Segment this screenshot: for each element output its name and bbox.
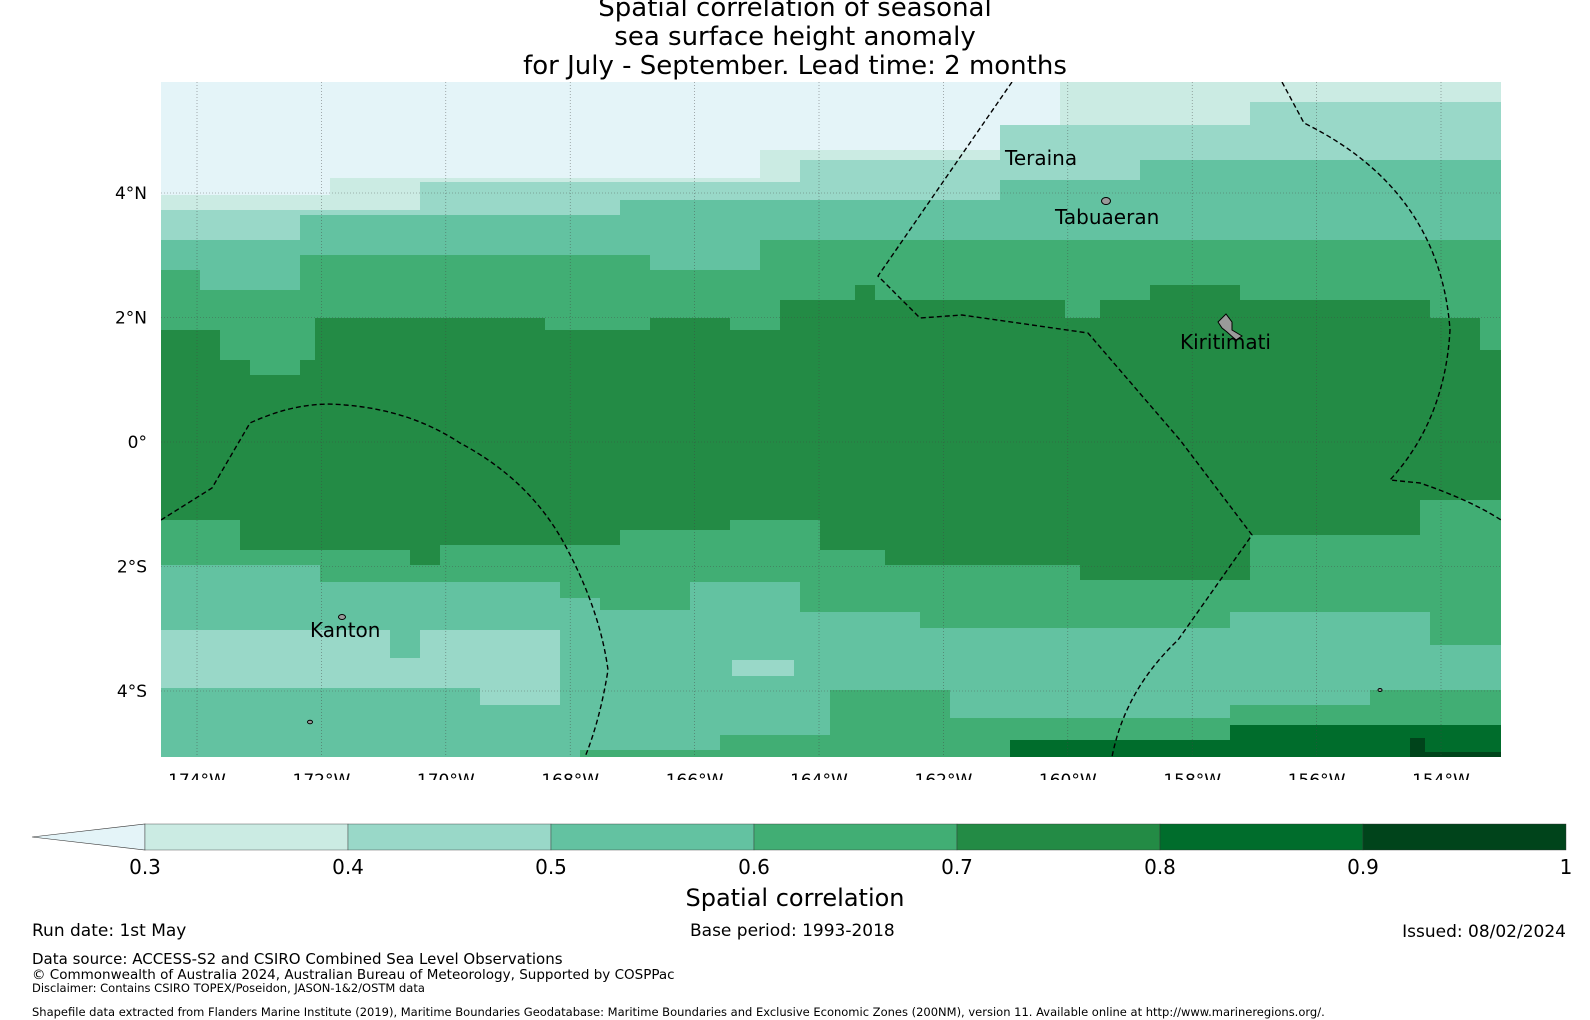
colorbar-tick-label: 0.4 [332, 855, 364, 879]
gridlines [161, 82, 1501, 757]
colorbar-segment [550, 823, 755, 851]
island-kanton [338, 614, 346, 620]
lon-tick-label: 154°W [1412, 771, 1470, 780]
issued-date: Issued: 08/02/2024 [1402, 922, 1566, 942]
title-line-1: Spatial correlation of seasonal [598, 0, 992, 23]
colorbar-tick-label: 0.8 [1144, 855, 1176, 879]
band-05-06-south [161, 565, 1501, 757]
shapefile-credit: Shapefile data extracted from Flanders M… [32, 1005, 1325, 1019]
island-tabuaeran [1101, 197, 1111, 205]
correlation-map: Teraina Tabuaeran Kiritimati Kanton 174°… [115, 82, 1501, 780]
place-label-tabuaeran: Tabuaeran [1054, 205, 1159, 229]
colorbar-tick-label: 0.6 [738, 855, 770, 879]
lat-tick-label: 2°S [117, 558, 147, 578]
lon-tick-label: 168°W [541, 771, 599, 780]
lon-tick-label: 160°W [1039, 771, 1097, 780]
lon-tick-label: 164°W [790, 771, 848, 780]
band-04-05-patch [732, 660, 794, 676]
place-labels: Teraina Tabuaeran Kiritimati Kanton [310, 146, 1271, 642]
chart-title: Spatial correlation of seasonal sea surf… [0, 0, 1590, 81]
colorbar-segment [1159, 823, 1364, 851]
title-line-2: sea surface height anomaly [614, 22, 976, 52]
base-period: Base period: 1993-2018 [690, 921, 895, 941]
colorbar-tick-label: 0.5 [535, 855, 567, 879]
colorbar-segments [31, 823, 1567, 851]
eez-boundaries [161, 82, 1501, 757]
lat-tick-label: 0° [128, 433, 147, 453]
disclaimer: Disclaimer: Contains CSIRO TOPEX/Poseido… [32, 981, 425, 995]
lon-tick-label: 174°W [168, 771, 226, 780]
colorbar-tick-label: 0.3 [129, 855, 161, 879]
colorbar-label: Spatial correlation [685, 884, 905, 912]
lon-tick-label: 156°W [1288, 771, 1346, 780]
lon-tick-label: 158°W [1163, 771, 1221, 780]
colorbar-extend-arrow [31, 823, 146, 851]
eez-line-kanton [161, 403, 609, 757]
colorbar-segment [956, 823, 1161, 851]
run-date: Run date: 1st May [32, 921, 187, 941]
band-09-10 [1410, 738, 1501, 757]
island-kiritimati [1217, 313, 1243, 341]
colorbar-segment [347, 823, 552, 851]
latitude-labels: 4°N 2°N 0° 2°S 4°S [115, 184, 147, 702]
eez-line-north [877, 82, 1253, 757]
colorbar-tick-label: 0.9 [1347, 855, 1379, 879]
eez-line-kiritimati [1281, 82, 1501, 521]
place-label-teraina: Teraina [1004, 146, 1077, 170]
longitude-labels: 174°W 172°W 170°W 168°W 166°W 164°W 162°W 160°W… [168, 771, 1470, 780]
place-label-kanton: Kanton [310, 618, 380, 642]
colorbar-ticks: 0.3 0.4 0.5 0.6 0.7 0.8 0.9 1 [129, 855, 1572, 879]
lon-tick-label: 166°W [666, 771, 724, 780]
band-08-09 [1010, 725, 1501, 757]
colorbar-segment [1362, 823, 1567, 851]
band-04-05-south [161, 630, 560, 705]
colorbar-segment [753, 823, 958, 851]
place-label-kiritimati: Kiritimati [1180, 330, 1271, 354]
lat-tick-label: 4°S [117, 682, 147, 702]
title-line-3: for July - September. Lead time: 2 month… [523, 51, 1067, 81]
correlation-field [161, 82, 1501, 757]
lon-tick-label: 172°W [293, 771, 351, 780]
lon-tick-label: 170°W [417, 771, 475, 780]
band-07-08 [161, 285, 1501, 757]
data-source: Data source: ACCESS-S2 and CSIRO Combine… [32, 950, 563, 968]
colorbar-tick-label: 0.7 [941, 855, 973, 879]
lat-tick-label: 4°N [115, 184, 147, 204]
lon-tick-label: 162°W [915, 771, 973, 780]
island-small-2 [1377, 688, 1383, 692]
copyright: © Commonwealth of Australia 2024, Austra… [32, 967, 675, 983]
island-small-1 [307, 719, 313, 725]
islands [307, 197, 1383, 725]
lat-tick-label: 2°N [115, 309, 147, 329]
colorbar-tick-label: 1 [1560, 855, 1573, 879]
colorbar-segment [144, 823, 349, 851]
